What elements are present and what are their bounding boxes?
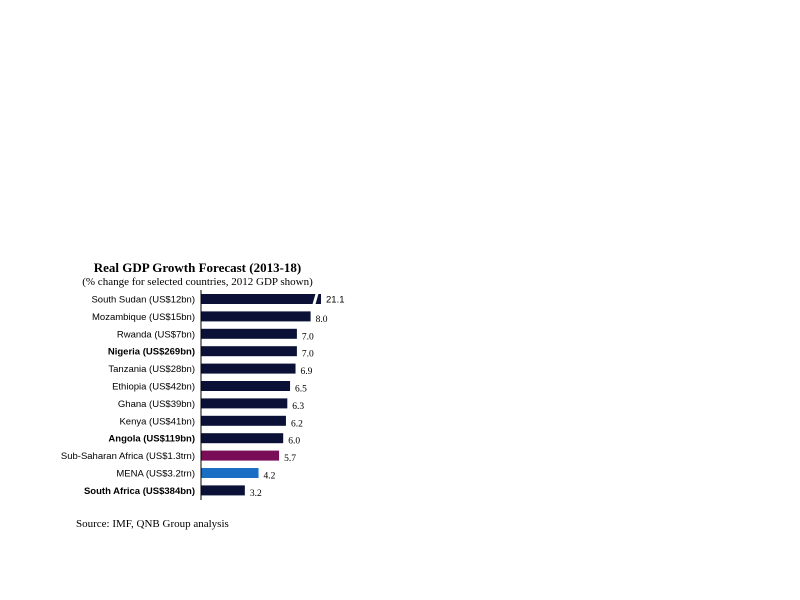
- value-label: 6.2: [291, 419, 303, 429]
- bar: [201, 433, 284, 444]
- bar: [201, 294, 321, 304]
- bar: [201, 468, 259, 478]
- chart-title: Real GDP Growth Forecast (2013-18): [93, 260, 302, 275]
- value-label: 6.9: [301, 367, 313, 377]
- bar: [201, 485, 245, 496]
- category-label: Mozambique (US$15bn): [92, 312, 195, 323]
- bar: [201, 415, 286, 426]
- bar: [201, 363, 296, 374]
- axis-break-mark: [312, 292, 319, 306]
- bar: [201, 450, 280, 461]
- category-label: Rwanda (US$7bn): [117, 329, 195, 340]
- category-label: Kenya (US$41bn): [119, 416, 195, 427]
- bar: [201, 311, 311, 322]
- value-label: 6.5: [295, 385, 307, 395]
- value-label: 4.2: [264, 472, 276, 482]
- bars-layer: South Sudan (US$12bn) 21.1 Mozambique (US$…: [61, 292, 345, 499]
- chart-source: Source: IMF, QNB Group analysis: [76, 518, 229, 530]
- bar: [201, 398, 288, 409]
- value-label: 8.0: [316, 315, 328, 325]
- category-label: Ethiopia (US$42bn): [112, 382, 195, 393]
- category-label: Tanzania (US$28bn): [108, 364, 195, 375]
- category-label: Angola (US$119bn): [108, 434, 195, 445]
- value-label: 6.0: [288, 437, 300, 447]
- category-label: Ghana (US$39bn): [118, 399, 195, 410]
- category-label: Sub-Saharan Africa (US$1.3trn): [61, 451, 195, 462]
- category-label: South Sudan (US$12bn): [91, 295, 195, 306]
- value-label: 6.3: [292, 402, 304, 412]
- category-label: Nigeria (US$269bn): [108, 347, 195, 358]
- value-label: 7.0: [302, 332, 314, 342]
- category-label: MENA (US$3.2trn): [116, 469, 195, 480]
- bar: [201, 328, 297, 339]
- bar: [201, 346, 297, 357]
- bar: [201, 381, 291, 391]
- value-label: 3.2: [250, 489, 262, 499]
- value-label: 5.7: [284, 454, 296, 464]
- chart-subtitle: (% change for selected countries, 2012 G…: [82, 276, 313, 288]
- value-label: 7.0: [302, 350, 314, 360]
- value-label: 21.1: [326, 295, 345, 306]
- category-label: South Africa (US$384bn): [84, 486, 195, 497]
